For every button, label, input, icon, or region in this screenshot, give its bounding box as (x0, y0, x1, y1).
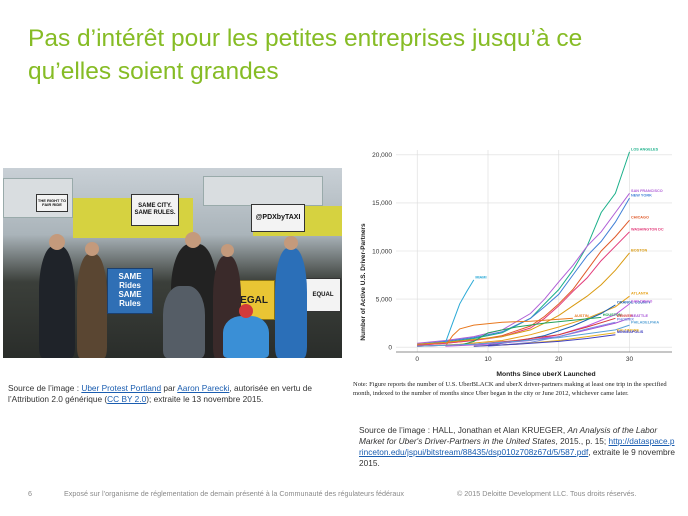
chart-ylabel: Number of Active U.S. Driver-Partners (360, 223, 367, 341)
chart-note: Note: Figure reports the number of U.S. … (353, 381, 667, 397)
series-label-minneapolis: MINNEAPOLIS (617, 330, 644, 334)
copyright: © 2015 Deloitte Development LLC. Tous dr… (457, 489, 637, 498)
series-line-austin (445, 317, 573, 347)
series-line-houston (459, 316, 602, 346)
source-caption-suffix: , extraite le 9 novembre 2015. (359, 447, 675, 468)
series-label-san-diego: SAN DIEGO (631, 299, 652, 303)
chart-svg: Number of Active U.S. Driver-Partners Mo… (360, 147, 672, 378)
y-tick-label: 20,000 (372, 152, 392, 159)
y-tick-label: 5,000 (376, 296, 393, 303)
series-label-phoenix: PHOENIX (617, 318, 635, 322)
slide-title-line2: qu’elles soient grandes (28, 58, 279, 85)
sign-fair-ride: THE RIGHT TO FAIR RIDE (36, 194, 68, 212)
photo-caption: Source de l’image : Uber Protest Portlan… (8, 383, 326, 405)
series-line-miami (445, 279, 475, 343)
chart-xlabel: Months Since uberX Launched (496, 371, 595, 378)
x-tick-label: 30 (626, 356, 634, 363)
source-caption: Source de l’image : HALL, Jonathan et Al… (359, 425, 677, 469)
source-caption-middle: , 2015., p. 15; (555, 436, 609, 446)
y-tick-label: 10,000 (372, 248, 392, 255)
sign-same-city: SAME CITY. SAME RULES. (131, 194, 179, 226)
driver-partners-chart: Number of Active U.S. Driver-Partners Mo… (350, 140, 684, 405)
series-label-los-angeles: LOS ANGELES (631, 147, 659, 151)
x-tick-label: 10 (484, 356, 492, 363)
x-tick-label: 20 (555, 356, 563, 363)
series-label-denver: DENVER (617, 314, 633, 318)
series-line-los-angeles (417, 151, 630, 346)
photo-caption-middle: , autorisée en vertu de l’Attribution 2.… (8, 383, 312, 404)
link-princeton-pdf[interactable]: http://dataspace.princeton.edu/jspui/bit… (359, 436, 675, 457)
series-label-baltimore: BALTIMORE (617, 328, 640, 332)
series-label-washington-dc: WASHINGTON DC (631, 227, 664, 231)
series-label-austin: AUSTIN (574, 314, 588, 318)
series-line-philadelphia (417, 324, 630, 347)
photo-caption-prefix: Source de l’image : (8, 383, 82, 393)
series-line-san-francisco (417, 193, 630, 344)
series-line-boston (417, 252, 630, 345)
series-label-chicago: CHICAGO (631, 216, 649, 220)
series-label-orange-county: ORANGE COUNTY (617, 300, 651, 304)
slide-title-line1: Pas d’intérêt pour les petites entrepris… (28, 25, 583, 52)
series-label-new-york: NEW YORK (631, 194, 652, 198)
slide-title: Pas d’intérêt pour les petites entrepris… (28, 22, 668, 88)
y-tick-label: 0 (388, 344, 392, 351)
sign-pdxbytaxi: @PDXbyTAXI (251, 204, 305, 232)
protest-photo: THE RIGHT TO FAIR RIDE SAME CITY. SAME R… (3, 168, 342, 358)
series-label-seattle: SEATTLE (631, 314, 648, 318)
series-label-atlanta: ATLANTA (631, 292, 649, 296)
sign-equal: EQUAL (305, 278, 341, 312)
link-cc-by[interactable]: CC BY 2.0 (107, 394, 147, 404)
sign-same-rides: SAME Rides SAME Rules (107, 268, 153, 314)
series-line-new-york (417, 197, 630, 345)
series-label-boston: BOSTON (631, 248, 647, 252)
photo-caption-suffix: ); extraite le 13 novembre 2015. (146, 394, 264, 404)
link-aaron-parecki[interactable]: Aaron Parecki (177, 383, 230, 393)
series-line-phoenix (487, 321, 616, 347)
page-number: 6 (28, 489, 32, 498)
y-tick-label: 15,000 (372, 200, 392, 207)
series-label-philadelphia: PHILADELPHIA (631, 321, 659, 325)
link-uber-protest-portland[interactable]: Uber Protest Portland (81, 383, 162, 393)
series-label-houston: HOUSTON (603, 313, 622, 317)
series-line-washington-dc (417, 231, 630, 346)
x-tick-label: 0 (415, 356, 419, 363)
series-line-minneapolis (473, 334, 616, 347)
source-caption-prefix: Source de l’image : HALL, Jonathan et Al… (359, 425, 568, 435)
footer-note: Exposé sur l’organisme de réglementation… (64, 489, 405, 498)
photo-caption-by: par (161, 383, 178, 393)
series-label-san-francisco: SAN FRANCISCO (631, 189, 663, 193)
series-label-miami: MIAMI (475, 275, 486, 279)
source-caption-title: An Analysis of the Labor Market for Uber… (359, 425, 658, 446)
